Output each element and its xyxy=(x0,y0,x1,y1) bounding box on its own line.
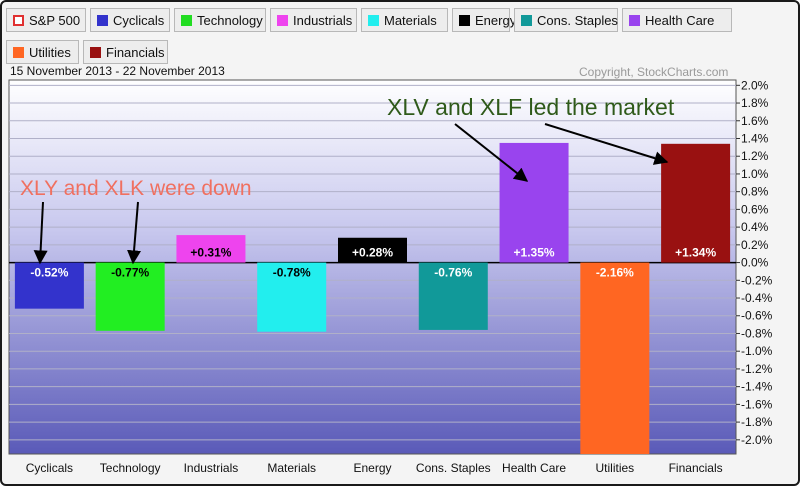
y-tick-label: -1.4% xyxy=(741,380,773,394)
legend-label: Utilities xyxy=(29,45,71,60)
x-tick-label: Utilities xyxy=(595,461,634,475)
annotation-left: XLY and XLK were down xyxy=(20,177,252,200)
legend-label: Energy xyxy=(475,13,517,28)
y-tick-label: -0.2% xyxy=(741,273,773,287)
legend-item-utilities[interactable]: Utilities xyxy=(6,40,79,64)
x-tick-label: Cyclicals xyxy=(26,461,73,475)
arrow-to-health-care xyxy=(454,123,529,182)
legend-item-health-care[interactable]: Health Care xyxy=(622,8,732,32)
copyright: Copyright, StockCharts.com xyxy=(579,65,729,79)
legend-swatch xyxy=(181,15,192,26)
y-tick-label: -1.6% xyxy=(741,397,773,411)
x-tick-label: Financials xyxy=(669,461,723,475)
data-label: -2.16% xyxy=(596,266,634,280)
bar-cons-staples xyxy=(418,262,488,330)
legend-swatch xyxy=(521,15,532,26)
data-label: +1.34% xyxy=(675,246,716,260)
data-label: -0.77% xyxy=(111,266,149,280)
y-tick-label: -0.4% xyxy=(741,291,773,305)
legend-label: S&P 500 xyxy=(29,13,81,28)
y-tick-label: 0.8% xyxy=(741,185,769,199)
legend-label: Cons. Staples xyxy=(537,13,618,28)
data-label: -0.52% xyxy=(30,266,68,280)
y-tick-label: 1.0% xyxy=(741,167,769,181)
bars: -0.52% -0.77% +0.31% -0.78% +0.28% -0.76% +1.3… xyxy=(14,142,731,454)
y-tick-label: -0.8% xyxy=(741,326,773,340)
y-tick-label: -0.6% xyxy=(741,309,773,323)
x-tick-label: Materials xyxy=(267,461,316,475)
x-tick-label: Health Care xyxy=(502,461,566,475)
x-tick-label: Industrials xyxy=(184,461,239,475)
legend-item-s-p-500[interactable]: S&P 500 xyxy=(6,8,86,32)
x-tick-label: Cons. Staples xyxy=(416,461,491,475)
y-tick-label: 1.2% xyxy=(741,149,769,163)
bar-utilities xyxy=(580,262,650,454)
legend-swatch xyxy=(97,15,108,26)
legend-label: Technology xyxy=(197,13,263,28)
y-tick-label: -2.0% xyxy=(741,433,773,447)
data-label: -0.78% xyxy=(273,266,311,280)
legend-swatch xyxy=(368,15,379,26)
y-tick-label: -1.0% xyxy=(741,344,773,358)
legend-item-energy[interactable]: Energy xyxy=(452,8,516,32)
data-label: +1.35% xyxy=(514,246,555,260)
annotation-right: XLV and XLF led the market xyxy=(387,94,675,120)
legend-swatch xyxy=(277,15,288,26)
legend-item-industrials[interactable]: Industrials xyxy=(270,8,357,32)
bar-technology xyxy=(95,262,165,331)
x-tick-label: Technology xyxy=(100,461,161,475)
legend-item-cons-staples[interactable]: Cons. Staples xyxy=(514,8,618,32)
legend-swatch xyxy=(629,15,640,26)
data-label: +0.31% xyxy=(190,246,231,260)
arrow-to-technology xyxy=(127,201,142,265)
legend-item-materials[interactable]: Materials xyxy=(361,8,448,32)
legend-label: Health Care xyxy=(645,13,715,28)
legend-label: Industrials xyxy=(293,13,353,28)
x-axis-labels: Cyclicals Technology Industrials Materials E… xyxy=(26,461,723,475)
y-tick-label: 0.6% xyxy=(741,202,769,216)
legend-item-cyclicals[interactable]: Cyclicals xyxy=(90,8,170,32)
y-tick-label: 0.2% xyxy=(741,238,769,252)
legend-item-technology[interactable]: Technology xyxy=(174,8,266,32)
y-tick-label: 1.6% xyxy=(741,114,769,128)
y-axis: 2.0% 1.8% 1.6% 1.4% 1.2% 1.0% 0.8% 0.6% 0.4% 0.2%… xyxy=(736,78,773,447)
y-tick-label: 2.0% xyxy=(741,78,769,92)
y-tick-label: 0.4% xyxy=(741,220,769,234)
bar-health-care xyxy=(499,142,569,263)
date-range: 15 November 2013 - 22 November 2013 xyxy=(10,64,225,78)
data-label: +0.28% xyxy=(352,246,393,260)
legend-label: Financials xyxy=(106,45,165,60)
bar-materials xyxy=(257,262,327,332)
y-tick-label: -1.2% xyxy=(741,362,773,376)
data-label: -0.76% xyxy=(434,266,472,280)
bar-cyclicals xyxy=(14,262,84,309)
legend-item-financials[interactable]: Financials xyxy=(83,40,168,64)
y-tick-label: 0.0% xyxy=(741,256,769,270)
bar-energy xyxy=(338,237,407,263)
bar-financials xyxy=(661,143,731,263)
y-tick-label: 1.8% xyxy=(741,96,769,110)
legend-swatch xyxy=(13,47,24,58)
legend-swatch xyxy=(90,47,101,58)
y-tick-label: -1.8% xyxy=(741,415,773,429)
legend-label: Materials xyxy=(384,13,437,28)
x-tick-label: Energy xyxy=(353,461,391,475)
bar-industrials xyxy=(176,235,246,263)
arrow-to-financials xyxy=(544,123,669,165)
legend-swatch xyxy=(13,15,24,26)
legend-swatch xyxy=(459,15,470,26)
legend-label: Cyclicals xyxy=(113,13,165,28)
arrow-to-cyclicals xyxy=(33,201,48,265)
y-tick-label: 1.4% xyxy=(741,131,769,145)
